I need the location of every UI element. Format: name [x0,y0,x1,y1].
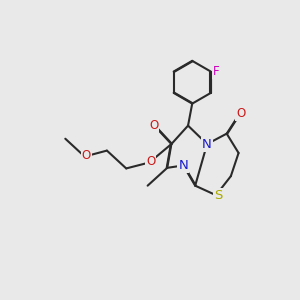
Text: S: S [214,189,222,202]
Text: O: O [82,149,91,162]
Text: O: O [236,106,245,120]
Text: O: O [149,119,158,132]
Text: F: F [213,65,219,78]
Text: O: O [146,155,155,168]
Text: N: N [178,159,188,172]
Text: N: N [202,138,212,151]
